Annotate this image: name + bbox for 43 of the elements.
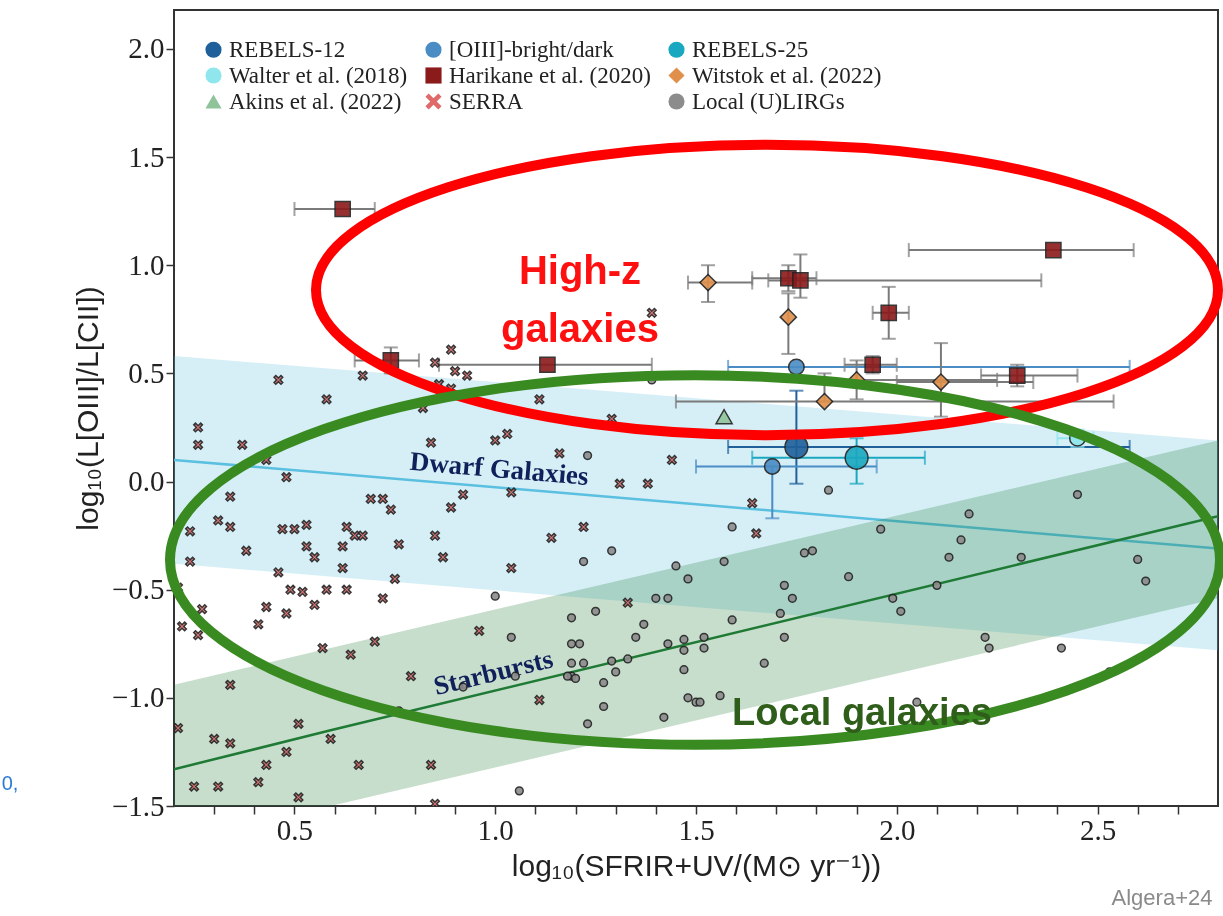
legend-label: Walter et al. (2018) <box>229 62 408 88</box>
point <box>844 445 869 470</box>
point <box>1045 241 1062 259</box>
y-tick-label: 1.5 <box>128 140 165 173</box>
y-tick-label: 0.0 <box>128 465 165 498</box>
point <box>779 308 798 326</box>
legend-label: REBELS-25 <box>692 36 809 62</box>
legend-label: Witstok et al. (2022) <box>692 62 882 88</box>
series-label: Dwarf Galaxies <box>408 445 590 491</box>
legend-label: REBELS-12 <box>229 36 346 62</box>
point <box>699 273 717 292</box>
text: Algera+24 <box>1111 885 1213 910</box>
point <box>787 358 805 376</box>
point <box>715 408 733 425</box>
x-tick-label: 2.5 <box>1079 813 1117 846</box>
point <box>880 304 898 322</box>
y-axis-title: log₁₀(L[OIII]/L[CII]) <box>70 286 104 531</box>
legend-label: [OIII]-bright/dark <box>449 36 615 62</box>
point <box>763 457 781 475</box>
annotation: High-z galaxies <box>501 248 659 350</box>
legend-label: Akins et al. (2022) <box>229 88 402 114</box>
point <box>1008 367 1026 384</box>
point <box>539 356 556 374</box>
x-tick-label: 1.0 <box>477 813 514 846</box>
point <box>932 373 950 391</box>
text: Starbursts <box>430 643 556 702</box>
y-tick-label: 1.0 <box>128 248 165 281</box>
x-axis-title: log₁₀(SFRIR+UV/(M⊙ yr⁻¹)) <box>511 848 882 882</box>
point <box>815 392 834 411</box>
y-tick-label: −0.5 <box>111 573 165 606</box>
y-tick-label: 0.5 <box>128 356 165 389</box>
y-tick-label: 2.0 <box>128 32 165 65</box>
x-tick-label: 0.5 <box>276 813 314 846</box>
x-tick-label: 1.5 <box>678 813 715 846</box>
x-tick-label: 2.0 <box>879 813 916 846</box>
point <box>792 272 809 289</box>
y-tick-label: −1.5 <box>111 789 165 822</box>
text: 0, <box>1 772 19 794</box>
legend-label: Harikane et al. (2020) <box>449 62 651 88</box>
legend-label: SERRA <box>449 88 524 114</box>
legend-label: Local (U)LIRGs <box>692 88 845 114</box>
y-tick-label: −1.0 <box>111 681 165 714</box>
point <box>334 200 351 218</box>
